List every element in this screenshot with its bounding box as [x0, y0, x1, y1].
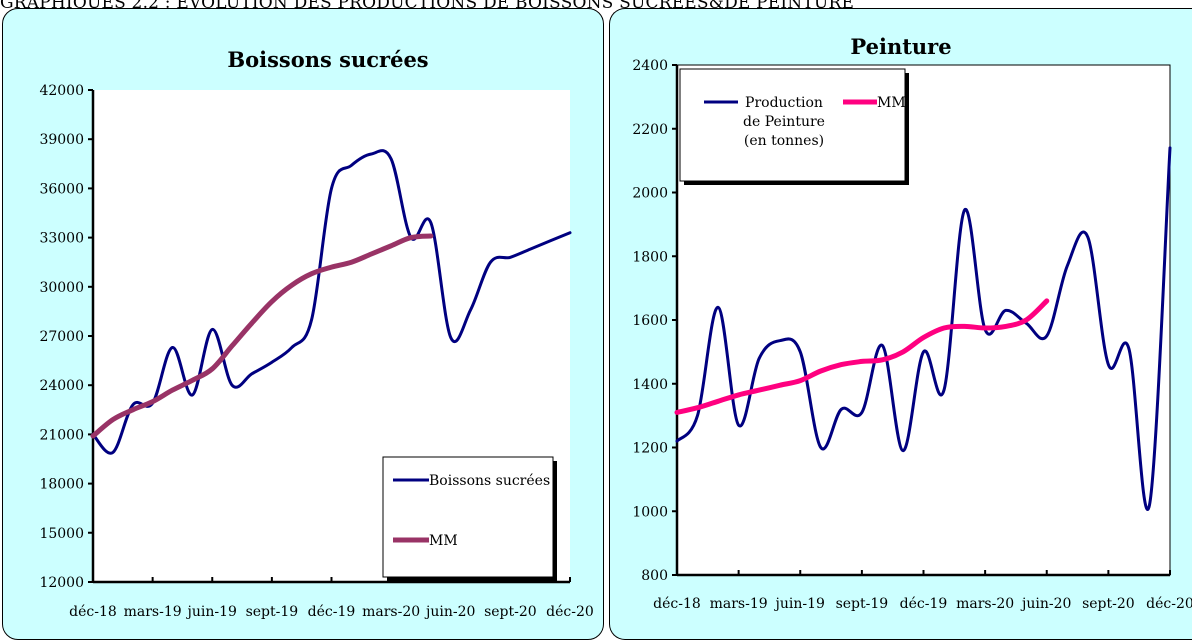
y-tick-label: 2200: [632, 122, 668, 138]
x-tick-label: déc-19: [308, 604, 356, 620]
y-tick-label: 1200: [632, 441, 668, 457]
y-tick-label: 42000: [39, 83, 84, 99]
y-tick-label: 1000: [632, 504, 668, 520]
chart-panel-peinture: Peinture 800 1000 1200 1400 1600 1800 2000 2200 2…: [609, 8, 1192, 640]
series-line-boissons-production: [91, 149, 572, 455]
x-tick-label: mars-19: [124, 604, 182, 620]
legend-label: Boissons sucrées: [429, 473, 550, 489]
y-tick-label: 18000: [39, 477, 84, 493]
chart-panel-boissons: Boissons sucrées 12000 15000 18000 21000 2400…: [2, 8, 604, 640]
legend-box: [679, 68, 906, 182]
x-tick-label: déc-18: [653, 596, 701, 612]
legend-label: (en tonnes): [744, 133, 824, 149]
legend-label: de Peinture: [743, 114, 825, 130]
y-tick-label: 24000: [39, 378, 84, 394]
y-tick-label: 39000: [39, 132, 84, 148]
y-tick-label: 21000: [39, 427, 84, 443]
x-tick-label: mars-20: [362, 604, 420, 620]
x-tick-label: juin-19: [774, 596, 825, 612]
legend-box: [382, 456, 554, 578]
legend-label: MM: [877, 95, 906, 111]
x-tick-label: sept-20: [484, 604, 537, 620]
x-tick-label: déc-20: [1146, 596, 1192, 612]
x-tick-label: juin-19: [186, 604, 237, 620]
legend-label: MM: [429, 533, 458, 549]
x-tick-label: déc-18: [69, 604, 117, 620]
y-tick-label: 1800: [632, 249, 668, 265]
y-tick-label: 1400: [632, 377, 668, 393]
chart-peinture-svg: Peinture 800 1000 1200 1400 1600 1800 2000 2200 2…: [632, 34, 1192, 612]
x-tick-label: sept-20: [1082, 596, 1135, 612]
x-tick-label: mars-19: [710, 596, 768, 612]
x-tick-label: juin-20: [424, 604, 475, 620]
x-tick-label: sept-19: [836, 596, 889, 612]
y-tick-label: 800: [641, 568, 668, 584]
series-line-peinture-mm: [674, 298, 1050, 415]
y-tick-label: 12000: [39, 575, 84, 591]
legend-label: Production: [745, 95, 823, 111]
y-tick-label: 15000: [39, 526, 84, 542]
chart-title: Boissons sucrées: [227, 47, 428, 72]
x-tick-label: déc-20: [546, 604, 594, 620]
x-tick-label: mars-20: [956, 596, 1014, 612]
x-tick-label: sept-19: [246, 604, 299, 620]
y-tick-label: 2400: [632, 58, 668, 74]
chart-title: Peinture: [850, 34, 951, 59]
y-tick-label: 36000: [39, 181, 84, 197]
y-tick-label: 27000: [39, 329, 84, 345]
y-tick-label: 30000: [39, 280, 84, 296]
y-tick-label: 1600: [632, 313, 668, 329]
y-tick-label: 2000: [632, 186, 668, 202]
series-line-boissons-mm: [90, 233, 434, 439]
x-tick-label: déc-19: [900, 596, 948, 612]
x-tick-label: juin-20: [1020, 596, 1071, 612]
series-line-peinture-production: [675, 146, 1172, 511]
y-tick-label: 33000: [39, 231, 84, 247]
chart-boissons-svg: Boissons sucrées 12000 15000 18000 21000 2400…: [39, 47, 594, 620]
